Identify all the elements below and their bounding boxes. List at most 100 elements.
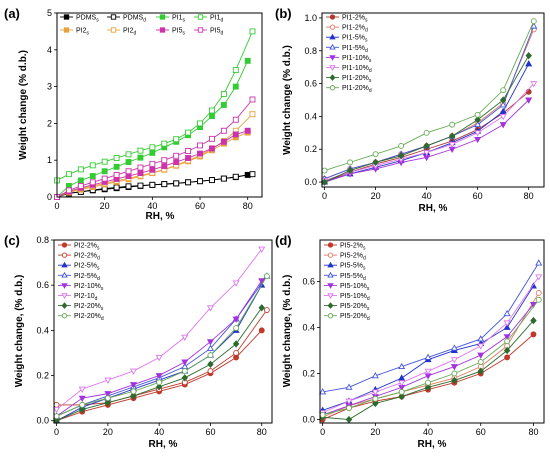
legend-subscript: d xyxy=(363,276,366,282)
legend-marker xyxy=(329,55,336,61)
data-point xyxy=(423,129,430,136)
legend-label: PI5-10%s xyxy=(340,283,370,292)
data-point xyxy=(65,171,72,178)
chart-panel: (c) 0 20 40 60 80 0.0 0.2 0.4 0.6 0.8 RH, % Weight c… xyxy=(4,233,273,450)
legend-label: PI1-2%d xyxy=(342,25,368,34)
panel-label: (c) xyxy=(4,233,20,248)
data-point xyxy=(155,383,163,391)
data-point xyxy=(321,167,328,174)
data-point xyxy=(149,160,156,167)
legend-label: PI1-5%s xyxy=(342,35,368,44)
legend-label: PI1-10%s xyxy=(342,55,372,64)
x-tick-label: 60 xyxy=(195,201,205,211)
data-point xyxy=(89,179,96,186)
legend-label: PI2-2%d xyxy=(74,253,100,262)
y-tick-label: 0.4 xyxy=(36,325,49,335)
data-point xyxy=(398,362,406,370)
data-point xyxy=(397,152,405,160)
legend-subscript: s xyxy=(363,266,366,272)
legend-subscript: s xyxy=(365,38,368,44)
x-tick-label: 20 xyxy=(103,427,113,437)
x-tick-label: 20 xyxy=(370,427,380,437)
legend-label: PI1-2%s xyxy=(342,15,368,24)
data-point xyxy=(525,51,532,60)
data-point xyxy=(53,417,60,425)
legend: PI2-2%sPI2-2%dPI2-5%sPI2-5%dPI2-10%sPI2-… xyxy=(58,242,104,322)
plot-frame xyxy=(56,12,263,198)
legend-name: PI1-10% xyxy=(342,55,369,62)
legend-label: PI5-5%s xyxy=(340,263,366,272)
data-point xyxy=(197,142,203,149)
data-point xyxy=(181,368,188,374)
legend-subscript: d xyxy=(95,296,98,302)
x-tick-label: 0 xyxy=(54,427,59,437)
data-point xyxy=(220,175,227,182)
data-point xyxy=(232,340,240,348)
series xyxy=(54,127,251,200)
plot-frame xyxy=(319,239,545,424)
data-point xyxy=(129,368,138,375)
series xyxy=(53,304,265,425)
legend-subscript: s xyxy=(101,286,104,292)
data-point xyxy=(53,413,60,420)
data-point xyxy=(173,180,180,187)
legend-marker xyxy=(197,27,204,33)
legend-marker xyxy=(159,27,166,33)
data-point xyxy=(244,127,251,134)
legend-marker xyxy=(61,252,68,258)
legend-subscript: s xyxy=(183,18,186,24)
data-point xyxy=(104,395,111,402)
legend-label: PI5d xyxy=(210,28,224,37)
x-tick-label: 0 xyxy=(54,201,59,211)
legend-label: PI1-10%d xyxy=(342,65,372,74)
data-point xyxy=(535,259,543,266)
data-point xyxy=(450,364,458,371)
legend-subscript: s xyxy=(369,58,372,64)
x-tick-label: 60 xyxy=(473,191,483,201)
legend-name: PI2-2% xyxy=(74,253,97,260)
legend-marker xyxy=(329,74,336,81)
legend-label: PI1s xyxy=(172,15,186,24)
data-point xyxy=(258,278,266,285)
data-point xyxy=(504,354,511,361)
data-point xyxy=(149,166,156,173)
legend-marker xyxy=(63,14,70,20)
y-axis-label: Weight change (% d.b.) xyxy=(18,50,29,160)
legend-label: PI5-2%d xyxy=(340,253,366,262)
series xyxy=(321,18,537,174)
data-point xyxy=(530,331,537,338)
y-tick-label: 0.8 xyxy=(304,46,317,56)
data-point xyxy=(185,179,192,186)
legend-subscript: d xyxy=(101,316,104,322)
data-point xyxy=(104,391,112,398)
data-point xyxy=(372,399,379,408)
series xyxy=(319,316,537,424)
data-point xyxy=(137,154,144,161)
data-point xyxy=(535,274,543,281)
data-point xyxy=(197,120,203,127)
x-tick-label: 60 xyxy=(205,427,215,437)
data-point xyxy=(207,360,214,368)
data-point xyxy=(347,159,354,166)
data-point xyxy=(449,121,456,128)
legend-marker xyxy=(327,293,334,299)
series xyxy=(319,259,543,395)
legend-name: PI2-5% xyxy=(74,263,97,270)
legend-subscript: d xyxy=(369,68,372,74)
x-tick-label: 80 xyxy=(243,201,253,211)
data-point xyxy=(77,183,84,189)
data-point xyxy=(232,131,239,138)
x-tick-label: 60 xyxy=(476,427,486,437)
data-point xyxy=(79,401,86,408)
legend-marker xyxy=(327,271,334,278)
legend-subscript: s xyxy=(367,286,370,292)
data-point xyxy=(207,352,214,359)
legend-name: PI1 xyxy=(172,15,183,22)
data-point xyxy=(232,67,239,73)
data-point xyxy=(78,386,86,393)
data-point xyxy=(499,107,507,114)
legend-name: PI1-5% xyxy=(342,45,365,52)
data-point xyxy=(197,150,203,157)
legend-name: PI1-2% xyxy=(342,15,365,22)
x-tick-label: 80 xyxy=(524,191,534,201)
